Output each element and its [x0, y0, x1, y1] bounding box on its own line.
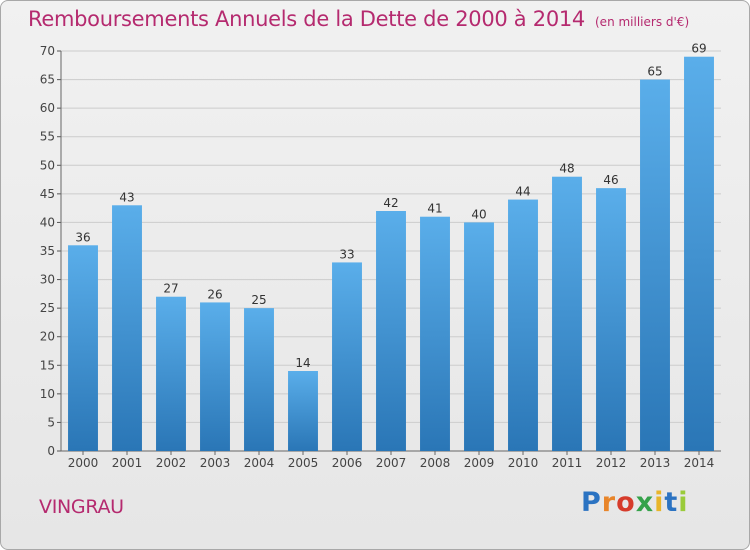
data-label: 26: [207, 287, 222, 301]
data-label: 36: [75, 230, 90, 244]
x-tick-label: 2005: [288, 456, 319, 470]
x-tick-label: 2000: [68, 456, 99, 470]
x-tick-label: 2003: [200, 456, 231, 470]
data-label: 48: [559, 162, 574, 176]
x-tick-label: 2001: [112, 456, 143, 470]
bar: [332, 262, 362, 451]
data-label: 43: [119, 190, 134, 204]
bar: [596, 188, 626, 451]
y-tick-label: 25: [40, 301, 55, 315]
data-label: 33: [339, 247, 354, 261]
bar: [464, 222, 494, 451]
data-label: 14: [295, 356, 310, 370]
bar: [640, 79, 670, 452]
title-text: Remboursements Annuels de la Dette de 20…: [28, 7, 585, 31]
bar: [420, 216, 450, 451]
x-tick-label: 2002: [156, 456, 187, 470]
y-tick-label: 45: [40, 187, 55, 201]
data-label: 27: [163, 282, 178, 296]
x-tick-label: 2009: [464, 456, 495, 470]
y-tick-label: 50: [40, 158, 55, 172]
bar: [376, 211, 406, 451]
commune-name: VINGRAU: [39, 496, 124, 518]
chart-title: Remboursements Annuels de la Dette de 20…: [28, 7, 689, 31]
x-tick-label: 2010: [508, 456, 539, 470]
y-tick-label: 40: [40, 215, 55, 229]
data-label: 46: [603, 173, 618, 187]
bar: [684, 56, 714, 451]
bar: [244, 308, 274, 451]
y-tick-label: 35: [40, 244, 55, 258]
data-label: 42: [383, 196, 398, 210]
y-tick-label: 5: [47, 415, 55, 429]
data-label: 25: [251, 293, 266, 307]
x-tick-label: 2012: [596, 456, 627, 470]
bar: [508, 199, 538, 451]
bar: [552, 176, 582, 451]
proxiti-logo: Proxiti: [581, 487, 689, 518]
data-label: 65: [647, 65, 662, 79]
y-tick-label: 30: [40, 273, 55, 287]
y-tick-label: 20: [40, 330, 55, 344]
x-tick-label: 2013: [640, 456, 671, 470]
x-tick-label: 2014: [684, 456, 715, 470]
x-tick-label: 2008: [420, 456, 451, 470]
bars: [68, 56, 714, 452]
data-label: 40: [471, 207, 486, 221]
y-tick-label: 0: [47, 444, 55, 458]
bar: [112, 205, 142, 451]
y-tick-label: 10: [40, 387, 55, 401]
y-tick-label: 70: [40, 44, 55, 58]
title-unit: (en milliers d'€): [595, 15, 690, 29]
data-label: 41: [427, 202, 442, 216]
y-tick-label: 15: [40, 358, 55, 372]
x-tick-label: 2011: [552, 456, 583, 470]
y-tick-label: 55: [40, 130, 55, 144]
x-tick-label: 2007: [376, 456, 407, 470]
data-label: 69: [691, 42, 706, 56]
x-tick-label: 2006: [332, 456, 363, 470]
bar: [156, 296, 186, 451]
labels: 36 2000 43 2001 27 2002 26 2003 25 2004 14 2005 33 20…: [68, 42, 715, 470]
bar: [200, 302, 230, 451]
y-tick-label: 65: [40, 73, 55, 87]
bar: [288, 371, 318, 451]
y-tick-label: 60: [40, 101, 55, 115]
data-label: 44: [515, 185, 530, 199]
x-tick-label: 2004: [244, 456, 275, 470]
bar: [68, 245, 98, 451]
